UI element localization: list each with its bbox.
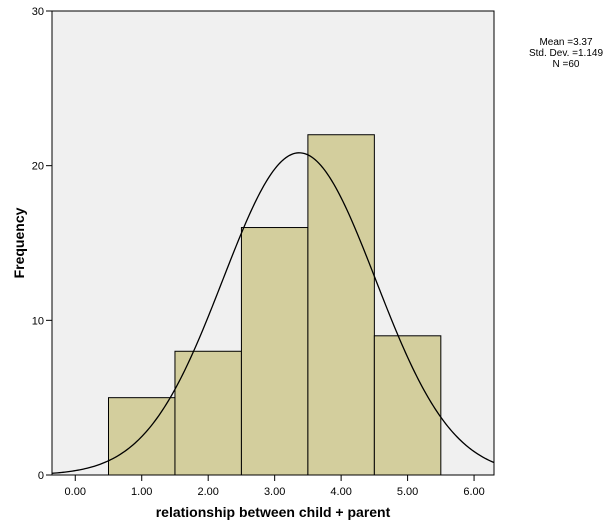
stats-box: Mean =3.37 Std. Dev. =1.149 N =60	[520, 37, 612, 70]
histogram-bar-4	[307, 134, 375, 476]
y-tick-label-2: 20	[32, 161, 44, 173]
histogram-bar-2	[174, 350, 242, 476]
x-tick-label-5: 5.00	[397, 486, 418, 498]
y-axis-label: Frequency	[11, 207, 27, 278]
x-tick-label-4: 4.00	[330, 486, 351, 498]
x-tick-label-3: 3.00	[264, 486, 285, 498]
stats-n: N =60	[552, 59, 580, 70]
axes-layer: 0 10 20 30 0.00 1.00 2.00 3.00 4.00 5.00 6.00	[32, 6, 485, 498]
y-tick-label-1: 10	[32, 315, 44, 327]
y-tick-label-0: 0	[38, 470, 44, 482]
stats-std-dev: Std. Dev. =1.149	[528, 48, 604, 59]
stats-mean: Mean =3.37	[539, 37, 593, 48]
y-tick-label-3: 30	[32, 6, 44, 18]
x-tick-label-2: 2.00	[197, 486, 218, 498]
normal-curve	[51, 152, 495, 474]
x-tick-label-1: 1.00	[131, 486, 152, 498]
histogram-bar-3	[240, 227, 309, 476]
x-axis-label: relationship between child + parent	[156, 504, 391, 520]
histogram-bar-5	[373, 335, 442, 476]
bars-layer	[107, 134, 442, 476]
x-tick-label-6: 6.00	[463, 486, 484, 498]
x-tick-label-0: 0.00	[65, 486, 86, 498]
